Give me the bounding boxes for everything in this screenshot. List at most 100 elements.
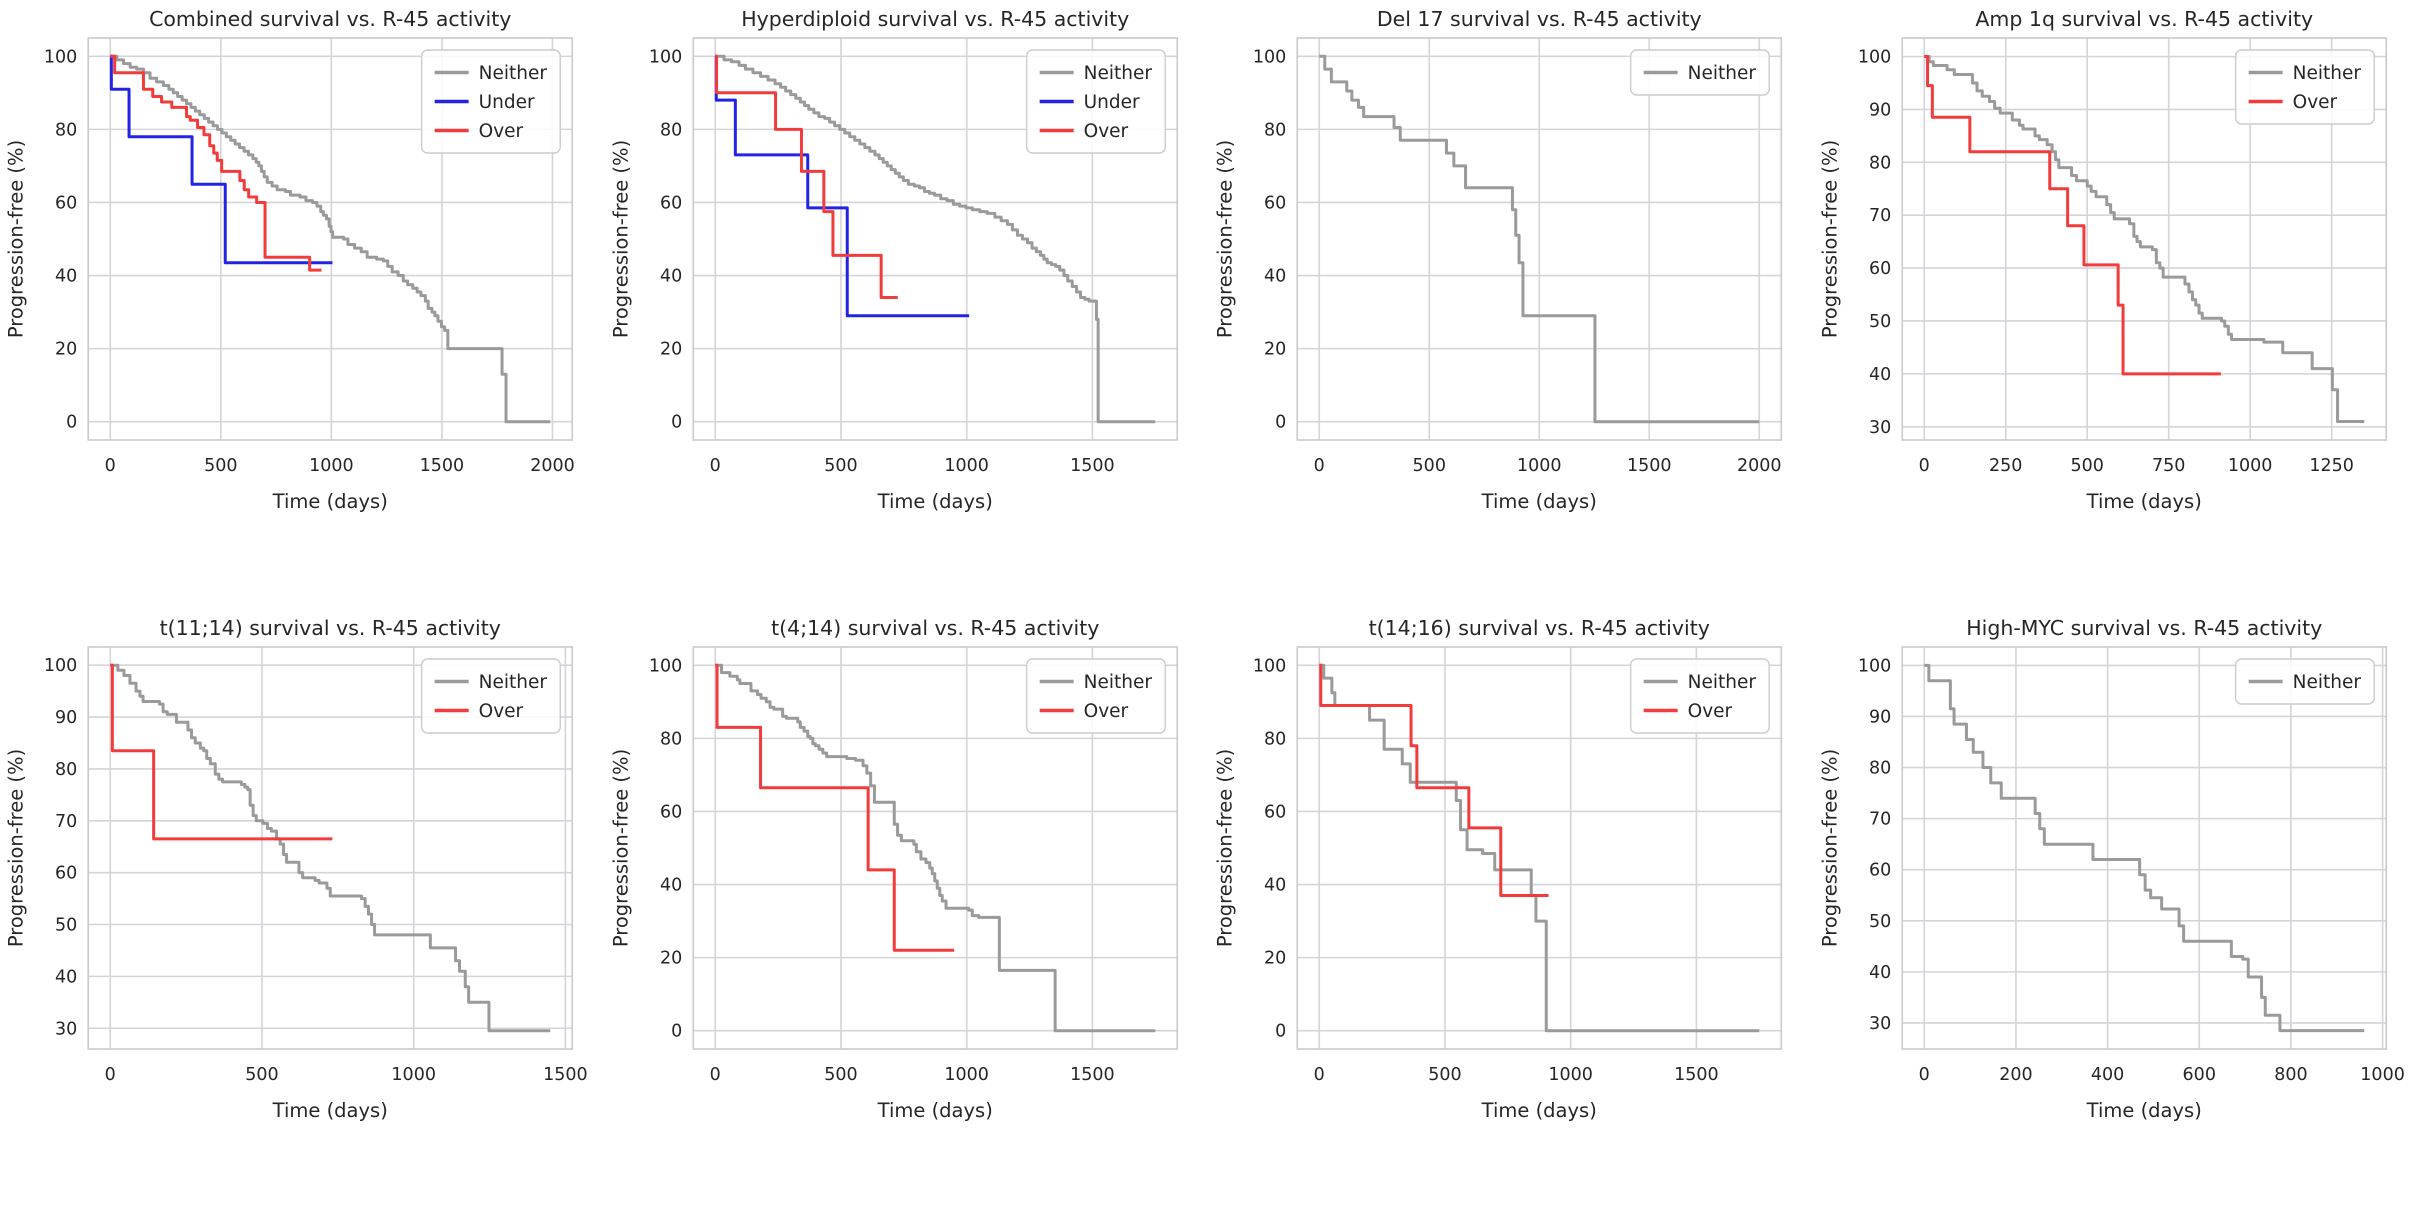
y-tick-label: 70 (1868, 206, 1890, 226)
x-tick-label: 1000 (391, 1065, 436, 1085)
y-tick-label: 0 (66, 413, 77, 433)
y-tick-label: 30 (1868, 1014, 1890, 1034)
y-tick-label: 20 (1264, 949, 1286, 969)
chart-title: High-MYC survival vs. R-45 activity (1966, 616, 2322, 640)
y-axis-label: Progression-free (%) (4, 749, 27, 947)
x-tick-label: 1000 (1517, 456, 1562, 476)
y-axis-label: Progression-free (%) (4, 140, 27, 338)
chart-title: t(4;14) survival vs. R-45 activity (771, 616, 1099, 640)
legend: Neither Over (2234, 49, 2375, 125)
y-tick-label: 60 (1264, 193, 1286, 213)
legend-label: Over (1083, 121, 1128, 142)
y-tick-label: 100 (1857, 656, 1890, 676)
y-tick-label: 90 (1868, 100, 1890, 120)
y-tick-label: 50 (1868, 912, 1890, 932)
x-tick-label: 0 (1314, 456, 1325, 476)
legend-label: Neither (1083, 672, 1152, 693)
legend-box (420, 658, 561, 734)
chart-title: Hyperdiploid survival vs. R-45 activity (741, 7, 1129, 31)
x-tick-label: 250 (1989, 456, 2022, 476)
y-tick-label: 60 (659, 193, 681, 213)
y-tick-label: 60 (55, 864, 77, 884)
plot-border (1296, 646, 1783, 1050)
plot-border (1900, 37, 2387, 441)
y-tick-label: 80 (55, 120, 77, 140)
y-tick-label: 60 (659, 802, 681, 822)
chart-svg-7: 0 500 1000 1500 0 20 40 60 80 100 t(14;16) surviva… (1213, 616, 1783, 1122)
x-tick-label: 1000 (2227, 456, 2272, 476)
legend-label: Under (1083, 92, 1139, 113)
y-axis-label: Progression-free (%) (609, 749, 632, 947)
legend: Neither Over (1629, 658, 1770, 734)
subplot-2: 0 500 1000 1500 0 20 40 60 80 100 Hyperdiploid sur… (605, 0, 1210, 609)
x-tick-label: 500 (1428, 1065, 1461, 1085)
legend-label: Neither (479, 672, 548, 693)
y-tick-label: 0 (1275, 413, 1286, 433)
plot-border (87, 646, 574, 1050)
x-tick-label: 2000 (1737, 456, 1782, 476)
y-tick-label: 100 (44, 47, 77, 67)
x-tick-label: 200 (1999, 1065, 2032, 1085)
plot-border (87, 37, 574, 441)
legend: Neither Over (420, 658, 561, 734)
series-line-neither (110, 663, 551, 1033)
y-axis-label: Progression-free (%) (1818, 140, 1841, 338)
x-tick-label: 0 (1918, 456, 1929, 476)
x-axis-label: Time (days) (1481, 490, 1597, 513)
x-tick-label: 0 (709, 1065, 720, 1085)
y-axis-label: Progression-free (%) (609, 140, 632, 338)
series-line-neither (110, 54, 551, 424)
x-axis-label: Time (days) (2085, 1099, 2201, 1122)
series-line-neither (714, 54, 1155, 424)
legend: Neither Over (1025, 658, 1166, 734)
legend-label: Over (1083, 701, 1128, 722)
x-tick-label: 1250 (2309, 456, 2354, 476)
y-tick-label: 30 (55, 1019, 77, 1039)
x-axis-label: Time (days) (1481, 1099, 1597, 1122)
y-tick-label: 60 (1868, 861, 1890, 881)
x-tick-label: 400 (2090, 1065, 2123, 1085)
y-tick-label: 40 (1264, 876, 1286, 896)
chart-svg-5: 0 500 1000 1500 30 40 50 60 70 80 90 100 t(11;14) su… (4, 616, 587, 1122)
y-tick-label: 40 (659, 267, 681, 287)
y-axis-label: Progression-free (%) (1818, 749, 1841, 947)
subplot-1: 0 500 1000 1500 2000 0 20 40 60 80 100 Combined sur… (0, 0, 605, 609)
legend-label: Neither (1083, 63, 1152, 84)
x-tick-label: 500 (245, 1065, 278, 1085)
y-tick-label: 60 (55, 193, 77, 213)
chart-svg-4: 0 250 500 750 1000 1250 30 40 50 60 70 80 90 100 Amp 1… (1818, 7, 2387, 513)
y-tick-label: 80 (55, 760, 77, 780)
y-tick-label: 20 (55, 340, 77, 360)
x-tick-label: 800 (2274, 1065, 2307, 1085)
x-tick-label: 1000 (2360, 1065, 2405, 1085)
legend-box (1025, 49, 1166, 154)
x-tick-label: 1000 (1548, 1065, 1593, 1085)
legend-label: Neither (2292, 63, 2361, 84)
y-tick-label: 50 (55, 916, 77, 936)
plot-border (1296, 37, 1783, 441)
series-line-over (714, 663, 954, 952)
x-tick-label: 500 (2070, 456, 2103, 476)
y-axis-label: Progression-free (%) (1213, 140, 1236, 338)
y-tick-label: 100 (1857, 48, 1890, 68)
subplot-4: 0 250 500 750 1000 1250 30 40 50 60 70 80 90 100 Amp 1… (1814, 0, 2418, 609)
chart-svg-3: 0 500 1000 1500 2000 0 20 40 60 80 100 Del 17 survi… (1213, 7, 1783, 513)
legend-box (2234, 658, 2375, 705)
chart-title: t(14;16) survival vs. R-45 activity (1369, 616, 1710, 640)
y-tick-label: 80 (1264, 120, 1286, 140)
chart-svg-6: 0 500 1000 1500 0 20 40 60 80 100 t(4;14) survival… (609, 616, 1178, 1122)
y-tick-label: 60 (1264, 802, 1286, 822)
series-line-neither (714, 663, 1155, 1033)
series-line-neither (1923, 55, 2364, 423)
x-tick-label: 1500 (1070, 456, 1115, 476)
x-tick-label: 1000 (309, 456, 354, 476)
y-tick-label: 30 (1868, 418, 1890, 438)
legend-label: Neither (2292, 672, 2361, 693)
y-tick-label: 0 (1275, 1022, 1286, 1042)
y-tick-label: 50 (1868, 312, 1890, 332)
y-tick-label: 70 (55, 812, 77, 832)
series-line-over (1319, 663, 1549, 897)
y-tick-label: 0 (671, 413, 682, 433)
series-line-under (714, 54, 969, 318)
legend-label: Over (479, 701, 524, 722)
